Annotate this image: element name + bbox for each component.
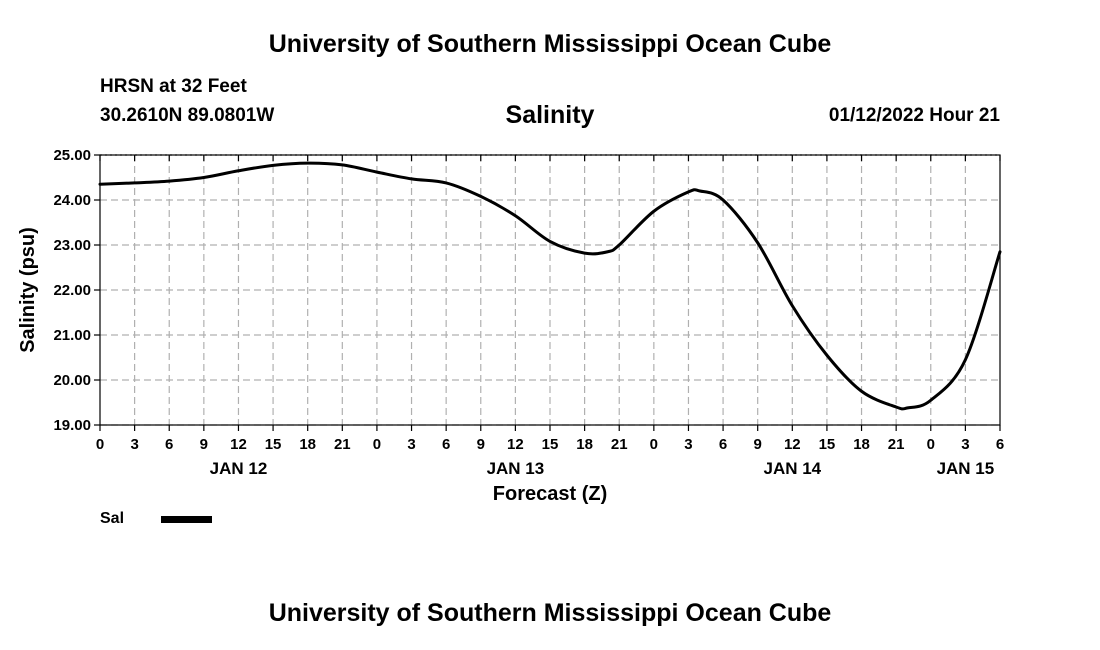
y-tick-label: 25.00 [53, 147, 91, 164]
x-tick-label: 3 [684, 436, 692, 453]
x-tick-label: 15 [542, 436, 559, 453]
y-axis-title: Salinity (psu) [17, 227, 39, 353]
x-tick-label: 9 [200, 436, 208, 453]
y-tick-label: 22.00 [53, 282, 91, 299]
x-tick-label: 12 [507, 436, 524, 453]
y-tick-label: 19.00 [53, 417, 91, 434]
salinity-series-line [98, 161, 1002, 411]
x-tick-label: 21 [888, 436, 905, 453]
x-tick-label: 9 [477, 436, 485, 453]
x-tick-label: 0 [373, 436, 381, 453]
legend-label: Sal [100, 510, 125, 527]
day-label: JAN 12 [210, 459, 268, 478]
y-tick-label: 21.00 [53, 327, 91, 344]
x-tick-label: 6 [719, 436, 727, 453]
x-tick-label: 3 [961, 436, 969, 453]
coordinates-label: 30.2610N 89.0801W [100, 105, 275, 126]
legend-swatch [161, 516, 212, 523]
x-tick-label: 12 [784, 436, 801, 453]
x-tick-label: 3 [407, 436, 415, 453]
x-tick-label: 9 [754, 436, 762, 453]
x-axis-title: Forecast (Z) [493, 483, 607, 505]
x-tick-label: 0 [650, 436, 658, 453]
forecast-datetime: 01/12/2022 Hour 21 [828, 105, 1000, 126]
day-label: JAN 15 [937, 459, 995, 478]
x-tick-label: 6 [165, 436, 173, 453]
x-tick-label: 6 [996, 436, 1004, 453]
x-tick-label: 3 [130, 436, 138, 453]
y-tick-label: 24.00 [53, 192, 91, 209]
x-tick-label: 21 [611, 436, 628, 453]
x-tick-label: 0 [96, 436, 104, 453]
x-tick-label: 18 [576, 436, 593, 453]
x-tick-label: 0 [927, 436, 935, 453]
y-tick-label: 23.00 [53, 237, 91, 254]
footer-title: University of Southern Mississippi Ocean… [268, 599, 832, 627]
x-tick-label: 12 [230, 436, 247, 453]
day-label: JAN 14 [763, 459, 821, 478]
x-tick-label: 15 [819, 436, 836, 453]
station-label: HRSN at 32 Feet [100, 76, 247, 97]
x-tick-label: 18 [853, 436, 870, 453]
x-tick-label: 18 [299, 436, 316, 453]
day-label: JAN 13 [487, 459, 545, 478]
chart-title: Salinity [505, 101, 595, 129]
page-title: University of Southern Mississippi Ocean… [268, 30, 832, 58]
x-tick-label: 6 [442, 436, 450, 453]
x-tick-label: 21 [334, 436, 351, 453]
x-tick-label: 15 [265, 436, 282, 453]
y-tick-label: 20.00 [53, 372, 91, 389]
